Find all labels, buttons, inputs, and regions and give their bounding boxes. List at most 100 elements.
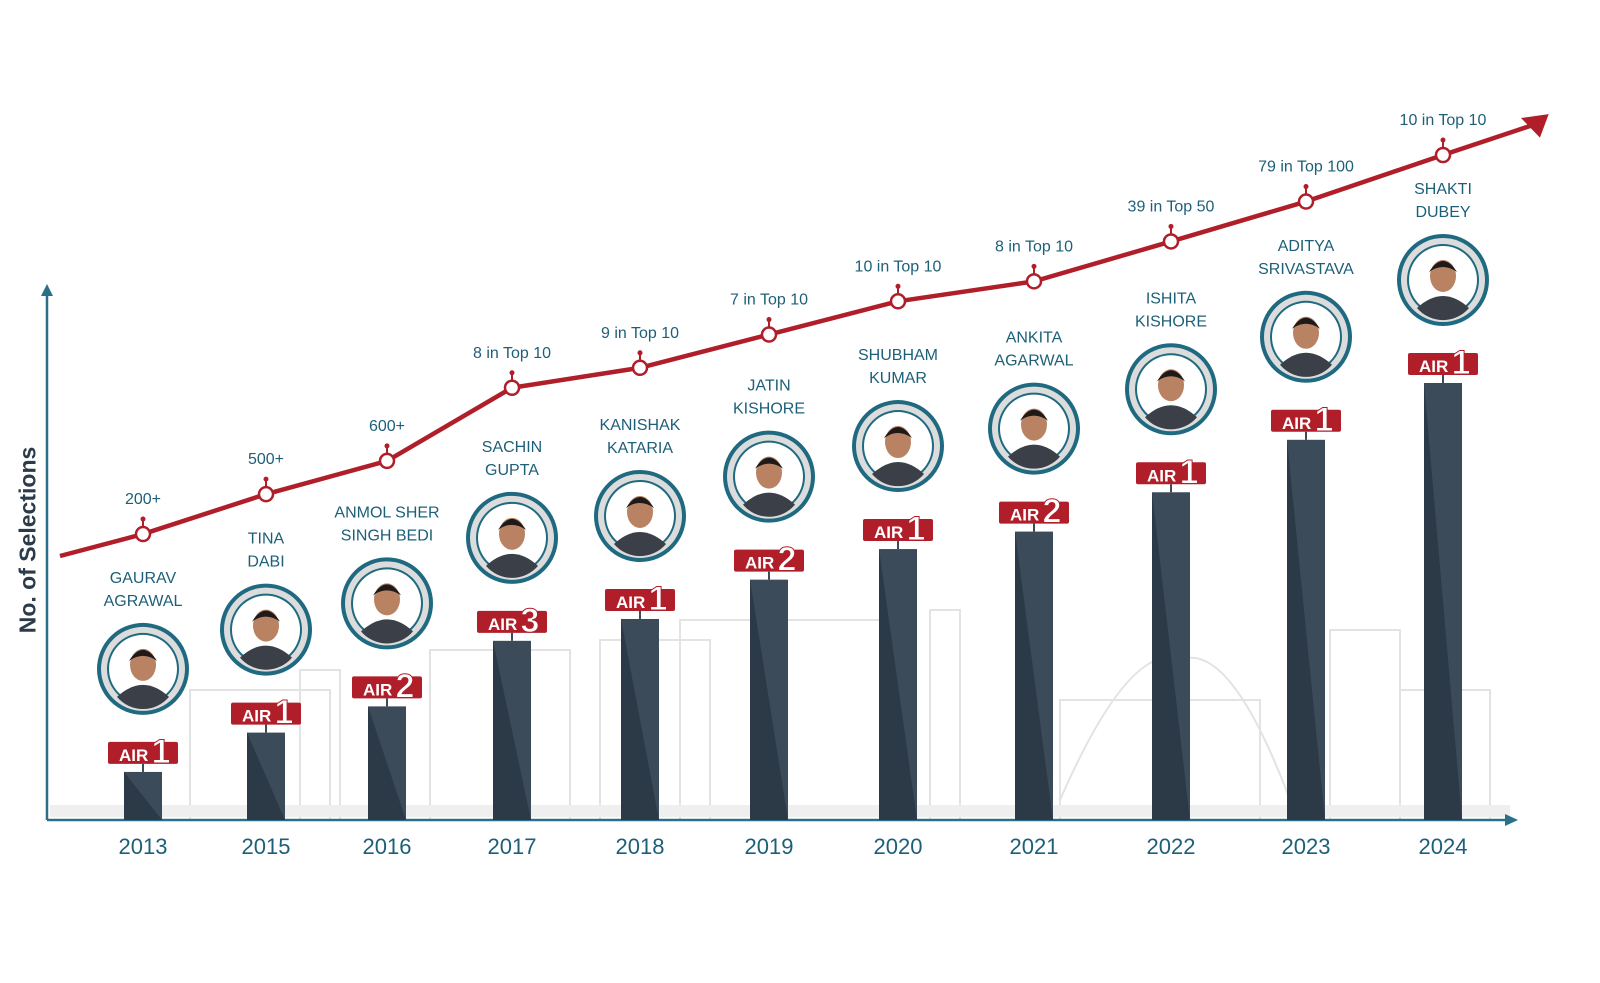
air-prefix: AIR <box>363 680 392 699</box>
badge-box <box>477 610 547 633</box>
trend-label: 8 in Top 10 <box>995 238 1073 255</box>
trend-marker-dot <box>1168 223 1174 229</box>
air-prefix: AIR <box>1419 357 1448 376</box>
x-tick-label: 2023 <box>1282 834 1331 859</box>
avatar <box>341 557 433 650</box>
person-shoulders-icon <box>486 553 538 578</box>
air-prefix: AIR <box>242 707 271 726</box>
bar-shade <box>247 732 285 820</box>
trend-label: 39 in Top 50 <box>1128 198 1215 215</box>
bar-shade <box>1424 383 1462 820</box>
bar-shade <box>368 706 406 820</box>
x-tick-label: 2022 <box>1147 834 1196 859</box>
trend-label: 9 in Top 10 <box>601 325 679 342</box>
person-hair-icon <box>498 518 526 530</box>
avatar <box>220 583 312 676</box>
avatar <box>97 622 189 715</box>
person-shoulders-icon <box>872 462 924 487</box>
topper-name: ADITYA <box>1278 238 1335 255</box>
person-hair-icon <box>373 584 401 596</box>
trend-label: 500+ <box>248 451 284 468</box>
person-hair-icon <box>129 649 157 661</box>
person-hair-icon <box>1292 317 1320 329</box>
badge-box <box>108 741 178 764</box>
air-badge: AIR 2 <box>352 667 422 707</box>
air-prefix: AIR <box>745 554 774 573</box>
trend-label: 79 in Top 100 <box>1258 159 1354 176</box>
air-rank: 2 <box>778 541 797 579</box>
topper-name: JATIN <box>747 378 790 395</box>
trend-point <box>1162 233 1180 250</box>
air-prefix: AIR <box>119 746 148 765</box>
trend-marker-dot <box>1440 137 1446 143</box>
trend-marker-dot <box>509 370 515 376</box>
person-shoulders-icon <box>743 492 795 517</box>
person-hair-icon <box>884 427 912 439</box>
x-tick-label: 2019 <box>745 834 794 859</box>
bar-shade <box>1152 492 1190 820</box>
person-shoulders-icon <box>1280 352 1332 377</box>
trend-label: 7 in Top 10 <box>730 292 808 309</box>
trend-marker-dot <box>384 443 390 449</box>
axes: 2013 2015 2016 2017 2018 2019 2020 2021 2022 2023… <box>41 284 1518 859</box>
air-prefix: AIR <box>1010 506 1039 525</box>
badge-box <box>734 549 804 572</box>
trend-arrow-icon <box>1521 114 1549 138</box>
person-shoulders-icon <box>1417 296 1469 321</box>
topper-name: SHUBHAM <box>858 347 938 364</box>
topper-name: AGARWAL <box>994 353 1073 370</box>
y-axis-arrow-icon <box>41 284 53 296</box>
trend-marker-dot <box>263 476 269 482</box>
badge-box <box>1136 462 1206 485</box>
x-tick-label: 2013 <box>119 834 168 859</box>
topper-name: SACHIN <box>482 439 542 456</box>
topper-name: KANISHAK <box>600 417 681 434</box>
x-tick-label: 2020 <box>874 834 923 859</box>
trend-point <box>631 359 649 377</box>
trend-marker-dot <box>766 317 772 323</box>
air-prefix: AIR <box>1282 414 1311 433</box>
x-tick-label: 2018 <box>616 834 665 859</box>
avatar <box>594 469 686 562</box>
topper-name: TINA <box>248 531 285 548</box>
topper-name: SINGH BEDI <box>341 527 433 544</box>
trend-label: 8 in Top 10 <box>473 345 551 362</box>
person-hair-icon <box>252 610 280 622</box>
air-rank: 1 <box>1452 344 1471 382</box>
person-shoulders-icon <box>1145 405 1197 430</box>
air-prefix: AIR <box>1147 466 1176 485</box>
bar-shade <box>621 618 659 820</box>
x-tick-label: 2021 <box>1010 834 1059 859</box>
avatar <box>1397 234 1489 326</box>
air-badge: AIR 1 <box>1408 344 1478 383</box>
trend-point <box>134 525 152 543</box>
avatar <box>988 382 1080 475</box>
person-hair-icon <box>755 457 783 469</box>
air-badge: AIR 1 <box>605 579 675 619</box>
trend-point <box>257 485 275 503</box>
person-shoulders-icon <box>614 531 666 557</box>
person-shoulders-icon <box>117 684 169 710</box>
air-rank: 1 <box>1180 453 1199 491</box>
bar-shade <box>750 579 788 820</box>
air-badge: AIR 1 <box>231 693 301 733</box>
x-tick-label: 2024 <box>1419 834 1468 859</box>
trend-point <box>1434 146 1452 164</box>
trend-marker-dot <box>1303 184 1309 190</box>
air-badge: AIR 1 <box>863 510 933 550</box>
topper-name: KISHORE <box>1135 313 1207 330</box>
person-shoulders-icon <box>361 619 413 644</box>
air-prefix: AIR <box>874 523 903 542</box>
person-shoulders-icon <box>240 645 292 670</box>
badge-box <box>1408 353 1478 375</box>
topper-name: KUMAR <box>869 370 927 387</box>
badge-box <box>231 702 301 725</box>
trend-label: 200+ <box>125 491 161 508</box>
air-rank: 2 <box>1043 493 1062 531</box>
x-tick-label: 2016 <box>363 834 412 859</box>
topper-name: DUBEY <box>1415 204 1470 221</box>
air-badge: AIR 1 <box>1136 453 1206 493</box>
avatar <box>852 400 944 493</box>
air-badge: AIR 2 <box>999 492 1069 532</box>
